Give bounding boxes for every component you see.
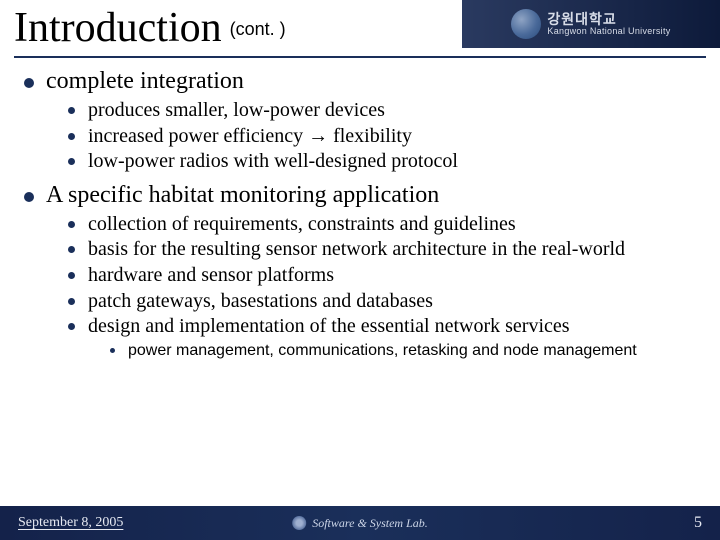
list-item-text: basis for the resulting sensor network a… <box>88 238 625 260</box>
list-item: complete integration produces smaller, l… <box>20 68 700 174</box>
list-item: patch gateways, basestations and databas… <box>64 290 700 314</box>
bullet-list-level3: power management, communications, retask… <box>88 341 700 361</box>
logo-english: Kangwon National University <box>547 27 670 36</box>
slide-footer: September 8, 2005 Software & System Lab.… <box>0 506 720 540</box>
list-item-text: power management, communications, retask… <box>128 342 637 359</box>
slide-body: complete integration produces smaller, l… <box>0 58 720 506</box>
logo-korean: 강원대학교 <box>547 12 670 27</box>
list-item-text: design and implementation of the essenti… <box>88 315 570 337</box>
logo-text: 강원대학교 Kangwon National University <box>547 12 670 36</box>
footer-center: Software & System Lab. <box>292 516 428 531</box>
footer-date: September 8, 2005 <box>18 515 123 531</box>
gear-icon <box>292 516 306 530</box>
list-item: basis for the resulting sensor network a… <box>64 238 700 262</box>
list-item-text: complete integration <box>46 68 244 94</box>
slide-header: Introduction (cont. ) 강원대학교 Kangwon Nati… <box>0 0 720 58</box>
list-item-text: low-power radios with well-designed prot… <box>88 150 458 172</box>
slide: Introduction (cont. ) 강원대학교 Kangwon Nati… <box>0 0 720 540</box>
list-item: increased power efficiency → flexibility <box>64 125 700 149</box>
footer-lab-name: Software & System Lab. <box>312 516 428 531</box>
crest-icon <box>511 9 541 39</box>
list-item: collection of requirements, constraints … <box>64 213 700 237</box>
list-item-text: increased power efficiency → flexibility <box>88 125 412 147</box>
list-item-text: hardware and sensor platforms <box>88 264 334 286</box>
list-item-text: collection of requirements, constraints … <box>88 213 516 235</box>
list-item-text: produces smaller, low-power devices <box>88 99 385 121</box>
footer-page-number: 5 <box>694 514 702 532</box>
list-item: power management, communications, retask… <box>106 341 700 361</box>
list-item-text: A specific habitat monitoring applicatio… <box>46 182 439 208</box>
list-item: hardware and sensor platforms <box>64 264 700 288</box>
list-item: design and implementation of the essenti… <box>64 315 700 361</box>
bullet-list-level1: complete integration produces smaller, l… <box>20 68 700 361</box>
header-divider <box>14 56 706 58</box>
list-item: A specific habitat monitoring applicatio… <box>20 182 700 361</box>
bullet-list-level2: produces smaller, low-power devices incr… <box>46 99 700 174</box>
list-item: low-power radios with well-designed prot… <box>64 150 700 174</box>
list-item: produces smaller, low-power devices <box>64 99 700 123</box>
bullet-list-level2: collection of requirements, constraints … <box>46 213 700 361</box>
list-item-text: patch gateways, basestations and databas… <box>88 290 433 312</box>
slide-title: Introduction <box>14 4 222 52</box>
university-logo: 강원대학교 Kangwon National University <box>462 0 720 48</box>
slide-subtitle: (cont. ) <box>230 19 286 40</box>
